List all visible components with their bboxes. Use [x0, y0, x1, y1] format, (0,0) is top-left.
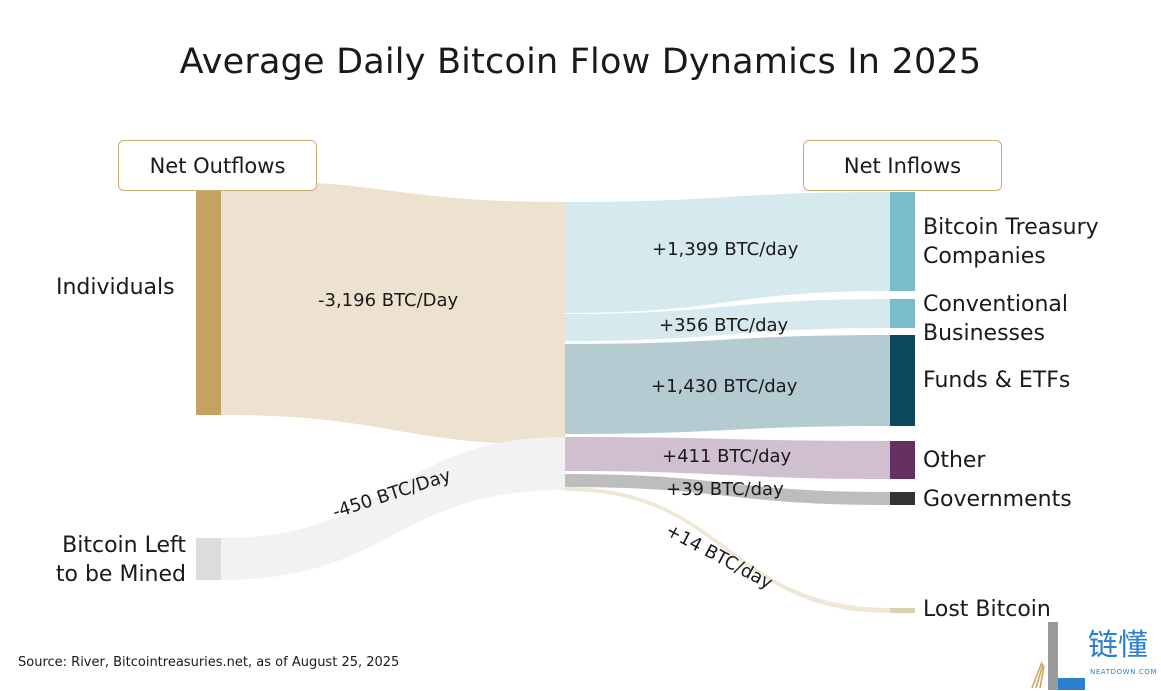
source-label-individuals: Individuals: [56, 275, 175, 300]
target-label-other: Other: [923, 448, 986, 473]
flow-label-governments: +39 BTC/day: [666, 479, 784, 500]
node-governments: [890, 492, 915, 505]
target-label-businesses: Conventional Businesses: [923, 292, 1068, 346]
net-inflows-header: Net Inflows: [803, 140, 1002, 191]
target-label-funds: Funds & ETFs: [923, 368, 1071, 393]
flow-label-businesses: +356 BTC/day: [659, 315, 789, 336]
flow-funds: [565, 335, 890, 434]
source-label-mined: Bitcoin Left to be Mined: [55, 533, 186, 587]
target-label-governments: Governments: [923, 487, 1072, 512]
flow-label-individuals: -3,196 BTC/Day: [318, 290, 459, 311]
flow-label-other: +411 BTC/day: [662, 446, 792, 467]
node-businesses: [890, 299, 915, 328]
flow-individuals: [221, 180, 565, 445]
logo-text: 链懂: [1088, 628, 1148, 663]
flow-label-treasury: +1,399 BTC/day: [652, 239, 799, 260]
flow-other: [565, 437, 890, 479]
flow-governments: [565, 474, 890, 505]
flow-businesses: [565, 299, 890, 341]
node-mined: [196, 538, 221, 580]
node-other: [890, 441, 915, 479]
target-label-lost: Lost Bitcoin: [923, 597, 1051, 622]
node-individuals: [196, 191, 221, 415]
node-funds: [890, 335, 915, 426]
target-label-treasury: Bitcoin Treasury Companies: [923, 215, 1099, 269]
flow-lost: [565, 487, 890, 613]
source-note: Source: River, Bitcointreasuries.net, as…: [18, 655, 400, 670]
flow-mined: [221, 437, 565, 580]
flow-treasury: [565, 192, 890, 313]
net-outflows-header: Net Outflows: [118, 140, 317, 191]
flow-label-funds: +1,430 BTC/day: [651, 376, 798, 397]
chart-title: Average Daily Bitcoin Flow Dynamics In 2…: [179, 42, 982, 82]
node-lost: [890, 608, 915, 613]
neatdown-logo: 链懂 NEATDOWN.COM: [1022, 622, 1161, 691]
node-treasury: [890, 192, 915, 291]
logo-subtext: NEATDOWN.COM: [1090, 668, 1158, 676]
